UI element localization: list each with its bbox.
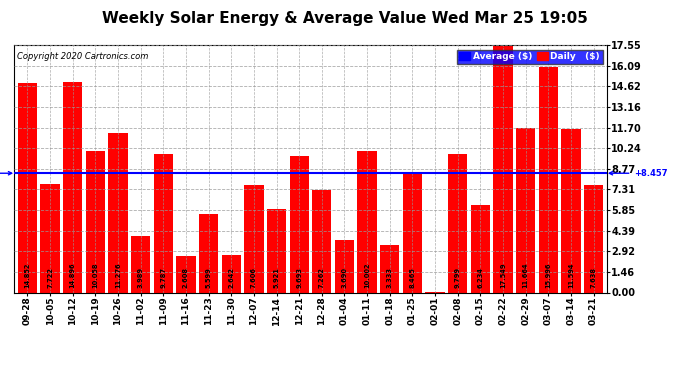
Text: 5.921: 5.921 [273,267,279,288]
Bar [539,67,558,292]
Text: 9.787: 9.787 [160,267,166,288]
Text: 6.234: 6.234 [477,267,484,288]
Bar [86,151,105,292]
Text: 10.002: 10.002 [364,262,370,288]
Legend: Average ($), Daily   ($): Average ($), Daily ($) [457,50,602,64]
Bar [335,240,354,292]
Bar [290,156,309,292]
Text: 7.262: 7.262 [319,267,325,288]
Bar [403,173,422,292]
Text: 11.664: 11.664 [522,262,529,288]
Text: 10.058: 10.058 [92,263,99,288]
Text: 9.799: 9.799 [455,267,461,288]
Text: 14.896: 14.896 [70,262,76,288]
Text: 14.852: 14.852 [24,263,30,288]
Text: 9.693: 9.693 [296,267,302,288]
Bar [448,154,467,292]
Text: 2.608: 2.608 [183,267,189,288]
Bar [177,256,195,292]
Bar [244,185,264,292]
Text: Weekly Solar Energy & Average Value Wed Mar 25 19:05: Weekly Solar Energy & Average Value Wed … [102,11,588,26]
Text: +8.457: +8.457 [0,169,12,178]
Text: +8.457: +8.457 [609,169,668,178]
Text: 2.642: 2.642 [228,267,234,288]
Text: 15.996: 15.996 [545,263,551,288]
Text: Copyright 2020 Cartronics.com: Copyright 2020 Cartronics.com [17,53,148,62]
Text: 3.690: 3.690 [342,267,348,288]
Text: 3.989: 3.989 [137,267,144,288]
Bar [199,213,218,292]
Bar [516,128,535,292]
Bar [312,190,331,292]
Text: 7.606: 7.606 [251,267,257,288]
Bar [18,83,37,292]
Text: 8.465: 8.465 [409,267,415,288]
Bar [63,82,82,292]
Bar [108,134,128,292]
Bar [471,205,490,292]
Bar [380,246,400,292]
Text: 11.276: 11.276 [115,262,121,288]
Bar [154,154,173,292]
Text: 11.594: 11.594 [568,263,574,288]
Text: 17.549: 17.549 [500,263,506,288]
Bar [357,152,377,292]
Text: 5.599: 5.599 [206,267,212,288]
Bar [493,45,513,292]
Bar [41,184,59,292]
Bar [131,236,150,292]
Text: 7.722: 7.722 [47,267,53,288]
Bar [584,185,603,292]
Bar [221,255,241,292]
Text: 3.333: 3.333 [387,267,393,288]
Bar [562,129,580,292]
Text: 7.638: 7.638 [591,267,597,288]
Bar [267,209,286,292]
